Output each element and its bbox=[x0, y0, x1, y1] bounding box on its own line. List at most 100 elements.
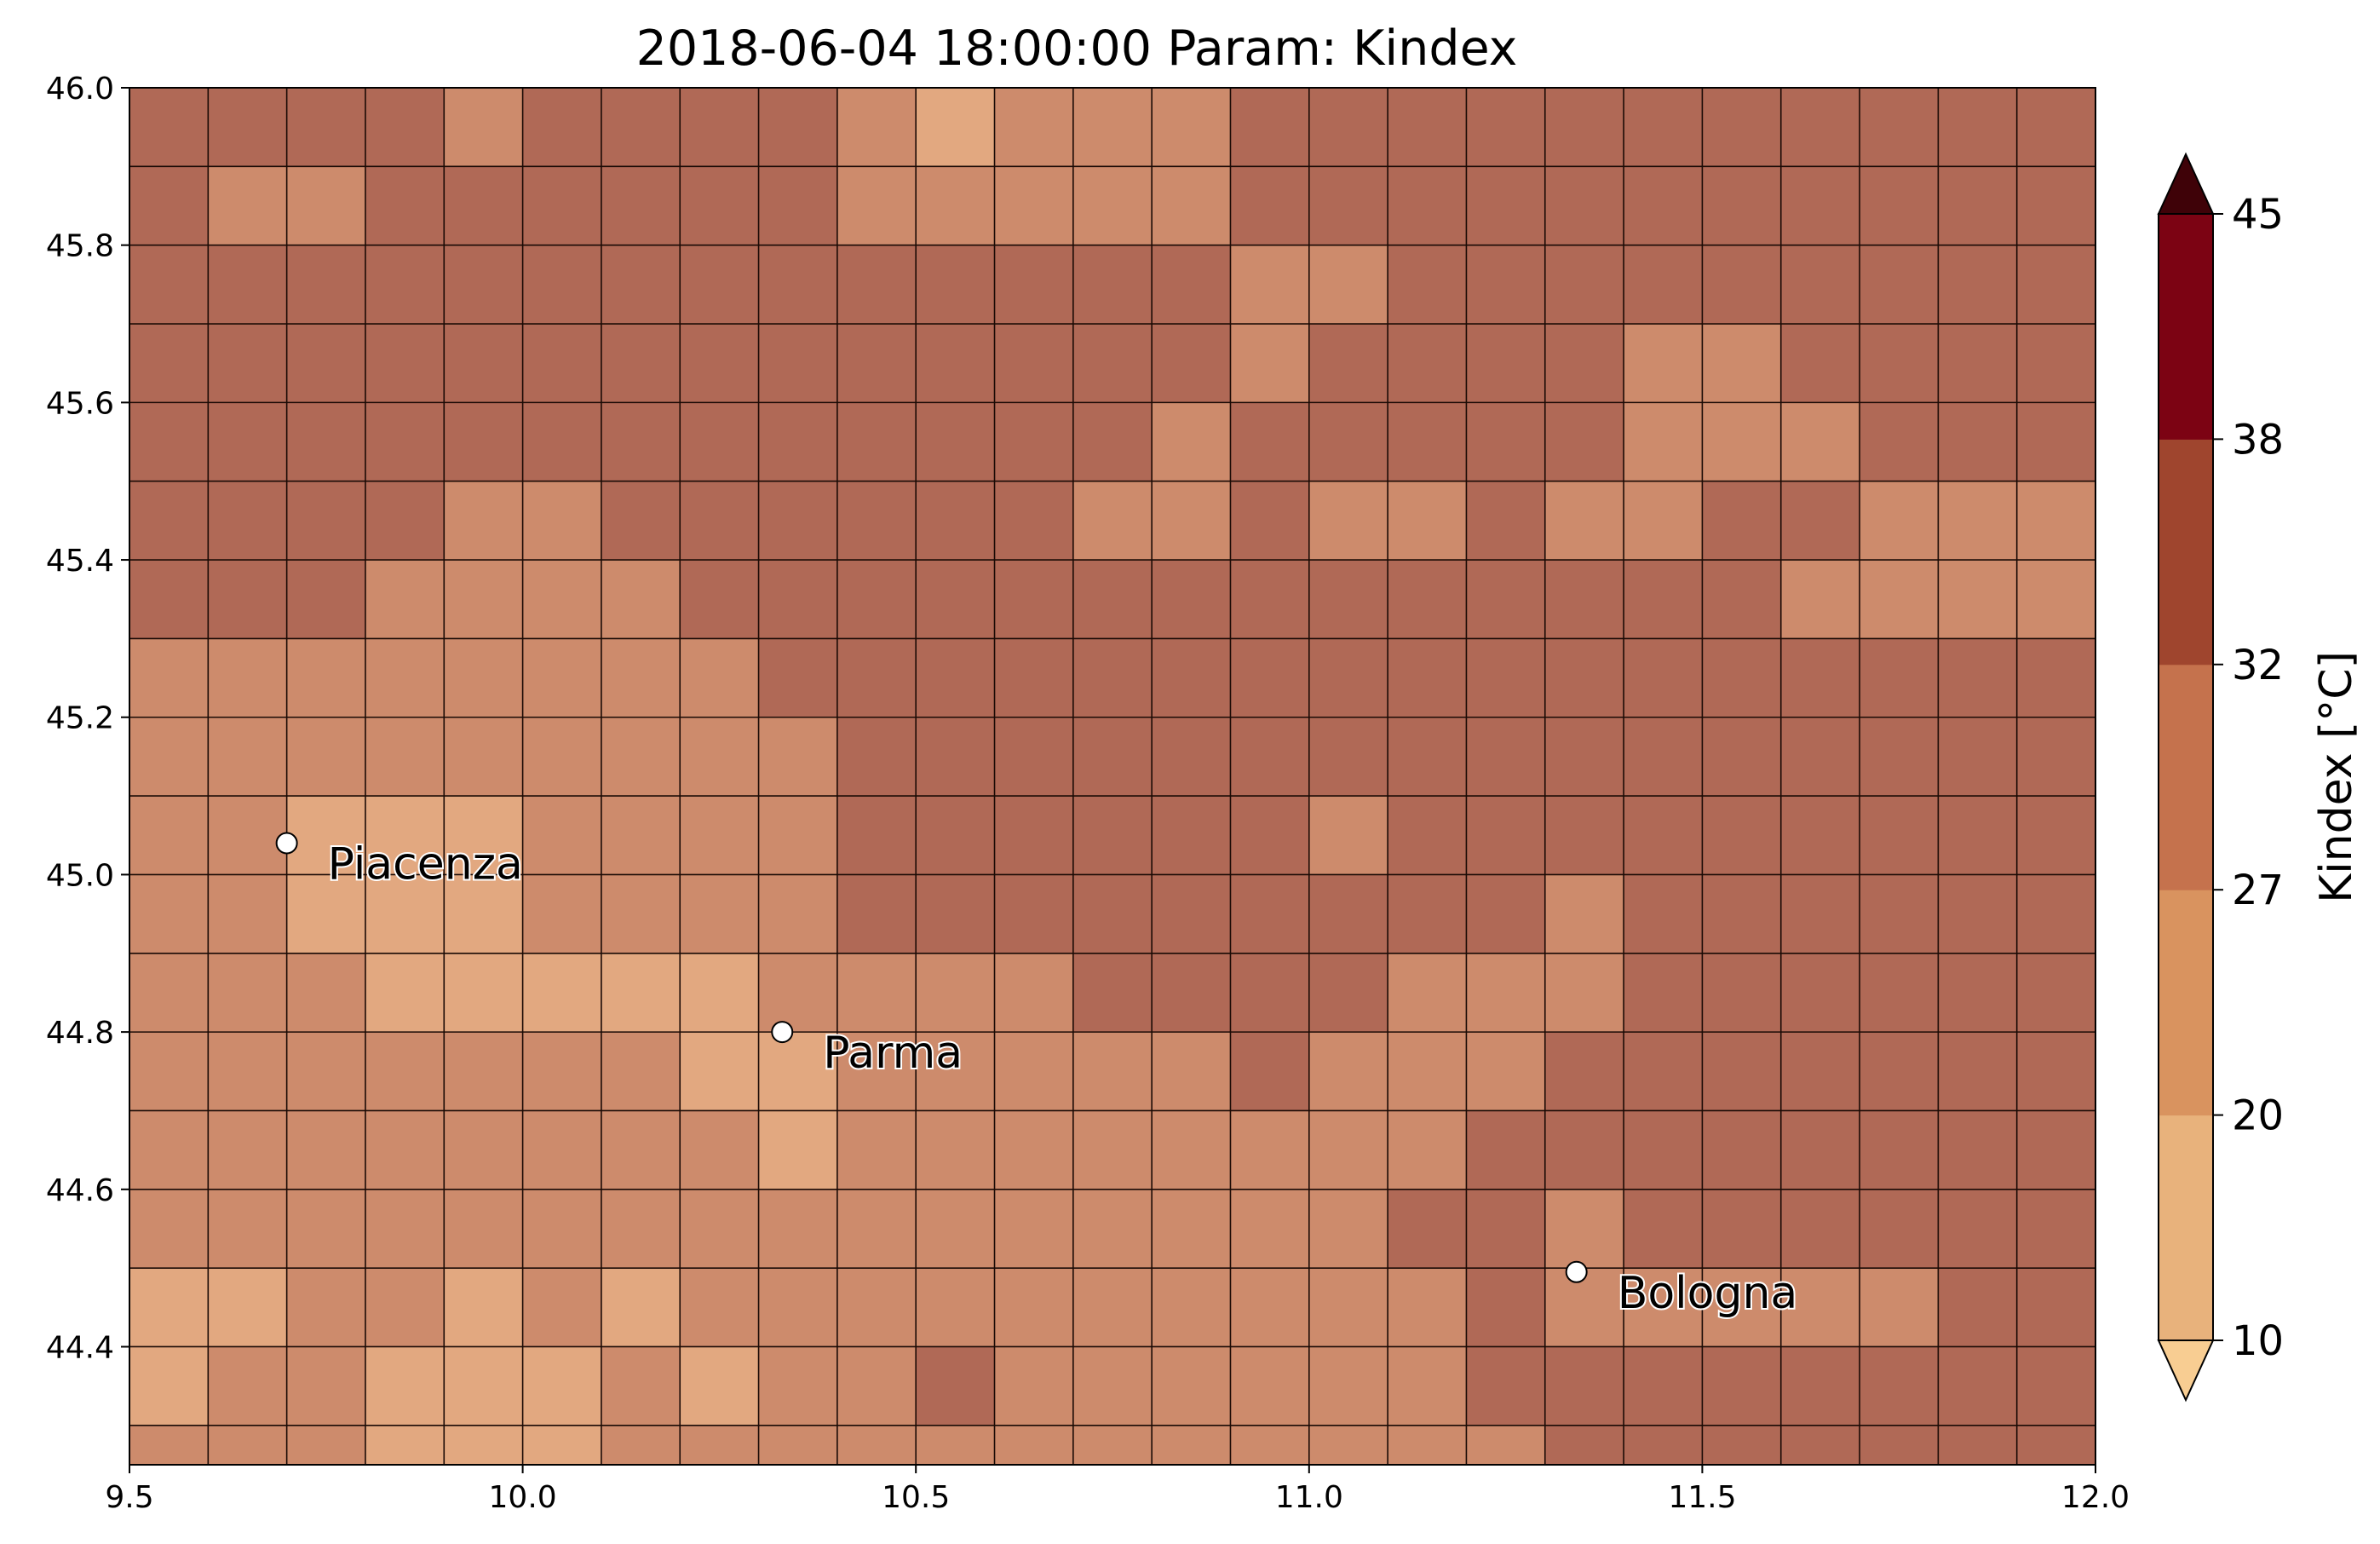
heatmap-cell bbox=[286, 402, 365, 481]
heatmap-cell bbox=[1388, 874, 1467, 953]
heatmap-cell bbox=[365, 874, 445, 953]
heatmap-cell bbox=[522, 953, 601, 1033]
heatmap-cell bbox=[1466, 1425, 1545, 1465]
heatmap-cell bbox=[444, 638, 523, 717]
heatmap-cell bbox=[522, 245, 601, 325]
heatmap-cell bbox=[601, 1189, 681, 1269]
heatmap-cell bbox=[680, 953, 759, 1033]
heatmap-cell bbox=[444, 402, 523, 481]
heatmap-cell bbox=[208, 324, 287, 403]
heatmap-cell bbox=[1624, 88, 1703, 167]
heatmap-cell bbox=[1624, 1268, 1703, 1347]
heatmap-cell bbox=[1624, 402, 1703, 481]
axes-frame bbox=[129, 87, 2096, 1466]
heatmap-cell bbox=[208, 1425, 287, 1465]
heatmap-cell bbox=[208, 481, 287, 561]
heatmap-cell bbox=[1466, 1268, 1545, 1347]
heatmap-cell bbox=[444, 1425, 523, 1465]
heatmap-cell bbox=[1072, 638, 1153, 717]
heatmap-cell bbox=[286, 638, 365, 717]
heatmap-cell bbox=[2016, 796, 2095, 875]
heatmap-cell bbox=[1780, 1110, 1860, 1190]
x-axis: 9.5 10.0 10.5 11.0 11.5 12.0 bbox=[105, 1465, 2130, 1515]
heatmap-cell bbox=[522, 481, 601, 561]
heatmap-cell bbox=[1544, 796, 1624, 875]
heatmap-cell bbox=[758, 324, 837, 403]
heatmap-cell bbox=[916, 166, 995, 245]
heatmap-cell bbox=[1860, 1189, 1939, 1269]
heatmap-cell bbox=[1860, 638, 1939, 717]
heatmap-cell bbox=[365, 560, 445, 639]
heatmap-cell bbox=[994, 874, 1073, 953]
heatmap-cell bbox=[522, 1032, 601, 1111]
heatmap-cell bbox=[680, 874, 759, 953]
heatmap-cell bbox=[2016, 481, 2095, 561]
heatmap-cell bbox=[836, 1189, 917, 1269]
heatmap-cell bbox=[836, 402, 917, 481]
colorbar-arrow-bottom-icon bbox=[2157, 1339, 2215, 1403]
heatmap-cell bbox=[1388, 638, 1467, 717]
heatmap-cell bbox=[1780, 796, 1860, 875]
heatmap-cell bbox=[1072, 560, 1153, 639]
y-tick-label: 45.8 bbox=[46, 229, 114, 264]
heatmap-cell bbox=[365, 1032, 445, 1111]
heatmap-cell bbox=[1230, 245, 1309, 325]
heatmap-cell bbox=[129, 1268, 209, 1347]
heatmap-cell bbox=[1702, 88, 1781, 167]
heatmap-cell bbox=[836, 638, 917, 717]
heatmap-cell bbox=[680, 796, 759, 875]
heatmap-cell bbox=[601, 402, 681, 481]
heatmap-cell bbox=[1388, 1346, 1467, 1426]
heatmap-cell bbox=[1938, 1032, 2017, 1111]
heatmap-cell bbox=[365, 88, 445, 167]
heatmap-cell bbox=[1388, 953, 1467, 1033]
heatmap-cell bbox=[1860, 88, 1939, 167]
heatmap-cell bbox=[1072, 481, 1153, 561]
heatmap-cell bbox=[1702, 402, 1781, 481]
heatmap-cell bbox=[522, 1425, 601, 1465]
heatmap-cell bbox=[1388, 481, 1467, 561]
heatmap-cell bbox=[1860, 1032, 1939, 1111]
grid-lines bbox=[129, 87, 2096, 1466]
heatmap-cell bbox=[1152, 1346, 1231, 1426]
heatmap-cell bbox=[365, 638, 445, 717]
heatmap-cell bbox=[1466, 560, 1545, 639]
heatmap-cell bbox=[994, 796, 1073, 875]
heatmap-cell bbox=[1388, 1110, 1467, 1190]
heatmap-cell bbox=[129, 481, 209, 561]
heatmap-cell bbox=[1702, 166, 1781, 245]
heatmap-cell bbox=[1308, 88, 1388, 167]
heatmap-cell bbox=[444, 324, 523, 403]
heatmap-cell bbox=[836, 560, 917, 639]
heatmap-cell bbox=[208, 402, 287, 481]
heatmap-cell bbox=[129, 166, 209, 245]
colorbar-tick-label: 32 bbox=[2232, 642, 2284, 689]
heatmap-cell bbox=[916, 324, 995, 403]
heatmap-cell bbox=[1938, 1425, 2017, 1465]
heatmap-cell bbox=[1230, 1268, 1309, 1347]
heatmap-cell bbox=[1624, 796, 1703, 875]
heatmap-cell bbox=[1938, 560, 2017, 639]
heatmap-cell bbox=[208, 796, 287, 875]
heatmap-cell bbox=[680, 1032, 759, 1111]
heatmap-cell bbox=[1388, 402, 1467, 481]
heatmap-cell bbox=[2016, 638, 2095, 717]
heatmap-cell bbox=[2016, 1268, 2095, 1347]
heatmap-cell bbox=[365, 166, 445, 245]
colorbar-tick-label: 45 bbox=[2232, 191, 2284, 239]
heatmap-cell bbox=[1466, 481, 1545, 561]
heatmap-cell bbox=[1780, 638, 1860, 717]
heatmap-cell bbox=[994, 481, 1073, 561]
heatmap-cell bbox=[601, 1346, 681, 1426]
heatmap-cell bbox=[1152, 1425, 1231, 1465]
colorbar-frame bbox=[2158, 213, 2214, 1341]
heatmap-cell bbox=[1860, 717, 1939, 797]
heatmap-cell bbox=[286, 166, 365, 245]
heatmap-cell bbox=[2016, 324, 2095, 403]
heatmap-cell bbox=[286, 874, 365, 953]
heatmap-cell bbox=[1152, 560, 1231, 639]
heatmap-cell bbox=[758, 1189, 837, 1269]
heatmap-cell bbox=[1388, 1268, 1467, 1347]
heatmap-cell bbox=[522, 402, 601, 481]
